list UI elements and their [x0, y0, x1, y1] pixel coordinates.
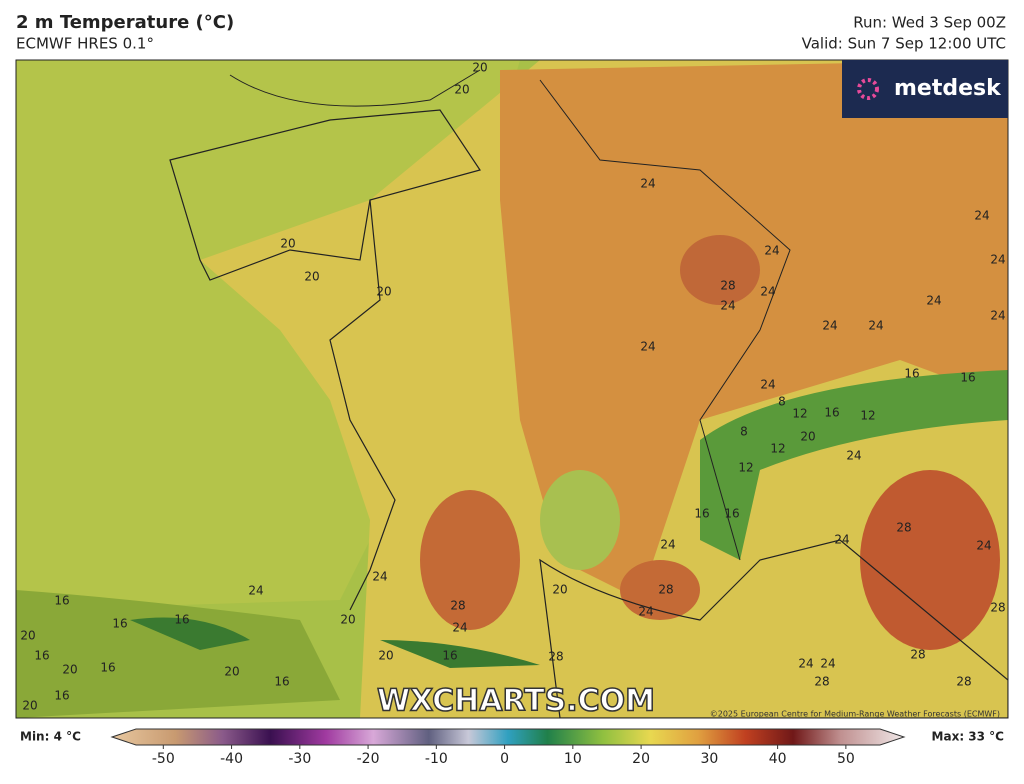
contour-label: 12 — [738, 461, 753, 475]
contour-label: 16 — [904, 367, 919, 381]
logo-icon — [857, 78, 879, 100]
logo-box — [842, 60, 1008, 118]
contour-label: 24 — [764, 244, 779, 258]
contour-label: 16 — [442, 649, 457, 663]
contour-label: 16 — [694, 507, 709, 521]
contour-label: 12 — [770, 442, 785, 456]
contour-label: 16 — [112, 617, 127, 631]
contour-label: 24 — [372, 570, 387, 584]
contour-label: 20 — [22, 699, 37, 713]
contour-label: 16 — [54, 689, 69, 703]
contour-label: 24 — [846, 449, 861, 463]
credit: ©2025 European Centre for Medium-Range W… — [710, 710, 1000, 719]
map — [16, 60, 1008, 718]
contour-label: 24 — [248, 584, 263, 598]
contour-label: 28 — [956, 675, 971, 689]
contour-label: 28 — [910, 648, 925, 662]
contour-label: 20 — [280, 237, 295, 251]
contour-label: 24 — [798, 657, 813, 671]
colorbar-tick-label: -20 — [357, 751, 380, 767]
contour-label: 20 — [20, 629, 35, 643]
contour-label: 24 — [760, 378, 775, 392]
contour-label: 16 — [100, 661, 115, 675]
colorbar-tick-label: -30 — [288, 751, 311, 767]
contour-label: 20 — [62, 663, 77, 677]
colorbar-tick-label: 20 — [632, 751, 650, 767]
colorbar-tick-label: 30 — [700, 751, 718, 767]
contour-label: 20 — [800, 430, 815, 444]
logo: metdesk — [894, 76, 1002, 101]
contour-label: 28 — [548, 650, 563, 664]
contour-label: 28 — [990, 601, 1005, 615]
contour-label: 16 — [174, 613, 189, 627]
colorbar — [110, 728, 906, 746]
contour-label: 24 — [990, 253, 1005, 267]
colorbar-tick-label: -10 — [425, 751, 448, 767]
contour-label: 24 — [760, 285, 775, 299]
subtitle: ECMWF HRES 0.1° — [16, 35, 154, 53]
contour-label: 16 — [34, 649, 49, 663]
colorbar-tick-label: 40 — [769, 751, 787, 767]
contour-label: 28 — [450, 599, 465, 613]
contour-label: 24 — [834, 533, 849, 547]
contour-label: 16 — [274, 675, 289, 689]
contour-label: 12 — [860, 409, 875, 423]
contour-label: 24 — [990, 309, 1005, 323]
contour-label: 24 — [976, 539, 991, 553]
contour-label: 8 — [740, 425, 748, 439]
contour-label: 8 — [778, 395, 786, 409]
min-label: Min: 4 °C — [20, 730, 81, 744]
valid: Valid: Sun 7 Sep 12:00 UTC — [802, 35, 1006, 53]
contour-label: 28 — [720, 279, 735, 293]
contour-label: 24 — [452, 621, 467, 635]
colorbar-tick-label: -50 — [152, 751, 175, 767]
contour-label: 16 — [824, 406, 839, 420]
contour-label: 20 — [472, 61, 487, 75]
colorbar-tick-label: 50 — [837, 751, 855, 767]
contour-label: 16 — [54, 594, 69, 608]
colorbar-tick-label: 10 — [564, 751, 582, 767]
contour-label: 24 — [822, 319, 837, 333]
contour-label: 24 — [868, 319, 883, 333]
contour-label: 24 — [720, 299, 735, 313]
contour-label: 20 — [376, 285, 391, 299]
contour-label: 28 — [658, 583, 673, 597]
contour-label: 20 — [552, 583, 567, 597]
map-frame — [15, 59, 1009, 719]
contour-label: 24 — [926, 294, 941, 308]
contour-label: 24 — [638, 605, 653, 619]
contour-label: 24 — [640, 340, 655, 354]
contour-label: 12 — [792, 407, 807, 421]
watermark: WXCHARTS.COM — [377, 684, 655, 719]
contour-label: 28 — [896, 521, 911, 535]
contour-label: 20 — [454, 83, 469, 97]
contour-label: 16 — [724, 507, 739, 521]
contour-label: 28 — [814, 675, 829, 689]
colorbar-tick-label: -40 — [220, 751, 243, 767]
contour-label: 24 — [660, 538, 675, 552]
contour-label: 20 — [304, 270, 319, 284]
colorbar-tick-label: 0 — [500, 751, 509, 767]
contour-label: 24 — [820, 657, 835, 671]
contour-label: 16 — [960, 371, 975, 385]
contour-label: 24 — [974, 209, 989, 223]
contour-label: 24 — [640, 177, 655, 191]
contour-label: 20 — [378, 649, 393, 663]
run: Run: Wed 3 Sep 00Z — [853, 14, 1006, 32]
contour-label: 20 — [224, 665, 239, 679]
contour-label: 20 — [340, 613, 355, 627]
title: 2 m Temperature (°C) — [16, 12, 234, 33]
max-label: Max: 33 °C — [932, 730, 1005, 744]
